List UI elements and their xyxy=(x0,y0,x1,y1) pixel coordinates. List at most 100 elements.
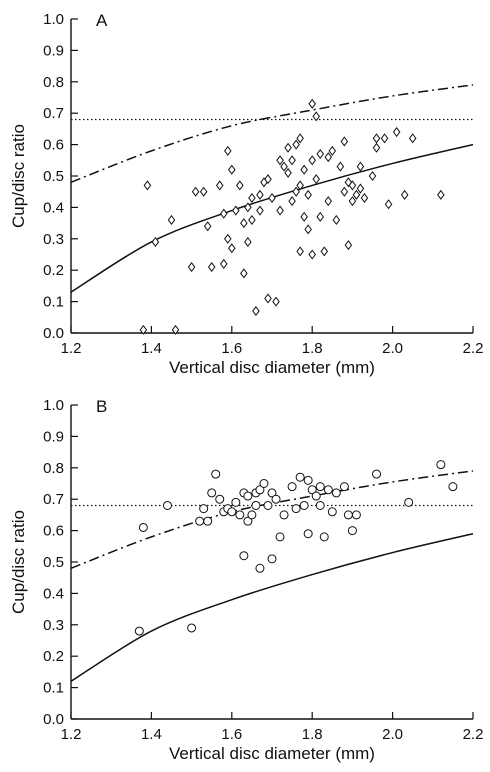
data-point-circle xyxy=(211,469,221,479)
x-axis-title: Vertical disc diameter (mm) xyxy=(169,358,375,377)
data-point-circle xyxy=(271,494,281,504)
data-point-circle xyxy=(436,460,446,470)
data-point-diamond xyxy=(372,133,381,144)
data-point-diamond xyxy=(240,218,248,229)
data-point-circle xyxy=(303,475,313,485)
y-tick-label: 0.8 xyxy=(43,460,64,477)
data-point-diamond xyxy=(191,186,200,197)
data-point-diamond xyxy=(240,268,248,279)
data-point-diamond xyxy=(167,214,176,225)
data-point-circle xyxy=(195,516,205,526)
data-point-diamond xyxy=(380,133,389,144)
data-point-diamond xyxy=(143,180,152,191)
x-tick-label: 2.2 xyxy=(463,340,484,357)
y-tick-label: 0.6 xyxy=(43,523,64,540)
data-point-circle xyxy=(315,500,325,510)
panel-b: 0.0 0.1 0.2 0.3 0.4 0.5 0.6 0.7 0.8 0.9 1.0 1.2 1.4 1… xyxy=(9,397,483,763)
data-point-diamond xyxy=(384,199,393,210)
data-point-diamond xyxy=(292,186,300,197)
data-point-diamond xyxy=(268,192,276,204)
data-point-diamond xyxy=(215,180,224,191)
data-point-circle xyxy=(291,504,301,514)
data-point-diamond xyxy=(276,155,284,166)
y-tick-label: 0.9 xyxy=(43,42,64,59)
data-point-diamond xyxy=(304,224,312,235)
data-point-diamond xyxy=(332,214,341,225)
data-point-diamond xyxy=(228,243,236,254)
panel-letter: A xyxy=(96,11,108,30)
data-point-diamond xyxy=(372,142,381,153)
x-tick-label: 2.2 xyxy=(463,726,484,743)
x-tick-label: 1.2 xyxy=(61,726,82,743)
data-point-diamond xyxy=(284,142,292,153)
x-tick-label: 1.8 xyxy=(302,726,323,743)
data-point-circle xyxy=(231,497,241,507)
data-point-circle xyxy=(227,507,237,517)
data-point-circle xyxy=(263,500,273,510)
y-tick-label: 0.9 xyxy=(43,428,64,445)
data-point-diamond xyxy=(400,189,409,200)
data-point-diamond xyxy=(252,305,260,317)
data-point-diamond xyxy=(316,148,325,160)
y-tick-label: 0.7 xyxy=(43,491,64,508)
data-point-circle xyxy=(207,488,217,498)
data-point-diamond xyxy=(219,208,228,219)
data-point-diamond xyxy=(248,214,256,225)
data-point-circle xyxy=(203,516,213,526)
y-tick-label: 1.0 xyxy=(43,397,64,414)
data-point-circle xyxy=(279,510,289,520)
data-point-diamond xyxy=(344,177,353,188)
data-point-circle xyxy=(347,526,357,536)
y-tick-label: 0.8 xyxy=(43,74,64,91)
data-point-circle xyxy=(255,563,265,573)
panel-letter: B xyxy=(96,397,107,416)
y-tick-label: 0.3 xyxy=(43,617,64,634)
data-point-diamond xyxy=(280,161,288,172)
x-tick-label: 1.2 xyxy=(61,340,82,357)
data-point-circle xyxy=(247,510,257,520)
data-point-diamond xyxy=(244,202,252,213)
data-point-diamond xyxy=(300,211,308,222)
data-point-diamond xyxy=(324,152,333,163)
data-point-diamond xyxy=(203,221,212,232)
data-point-diamond xyxy=(264,174,272,185)
y-tick-label: 0.4 xyxy=(43,199,64,216)
data-point-diamond xyxy=(187,262,196,273)
data-point-diamond xyxy=(232,205,240,216)
data-point-diamond xyxy=(356,161,365,172)
data-point-diamond xyxy=(288,155,296,166)
data-point-diamond xyxy=(348,196,357,207)
data-point-diamond xyxy=(348,180,357,191)
data-point-circle xyxy=(275,532,285,542)
data-point-circle xyxy=(315,482,325,492)
x-tick-label: 1.8 xyxy=(302,340,323,357)
solid-curve xyxy=(70,533,474,682)
y-tick-label: 0.2 xyxy=(43,648,64,665)
data-point-diamond xyxy=(308,98,316,109)
data-point-diamond xyxy=(228,164,236,175)
data-point-circle xyxy=(138,522,148,532)
y-tick-label: 0.6 xyxy=(43,137,64,154)
data-point-diamond xyxy=(340,186,349,197)
data-point-circle xyxy=(404,497,414,507)
data-point-diamond xyxy=(320,246,329,257)
y-tick-label: 0.5 xyxy=(43,554,64,571)
data-point-circle xyxy=(323,485,333,495)
data-point-diamond xyxy=(139,324,148,335)
data-point-diamond xyxy=(308,155,316,166)
data-point-circle xyxy=(311,491,321,501)
data-point-diamond xyxy=(207,262,216,273)
data-point-circle xyxy=(331,488,341,498)
y-axis-title: Cup/disc ratio xyxy=(9,124,28,228)
data-point-circle xyxy=(327,507,337,517)
data-point-diamond xyxy=(308,249,316,260)
y-tick-label: 0.7 xyxy=(43,105,64,122)
data-point-diamond xyxy=(336,161,345,172)
data-point-diamond xyxy=(368,170,377,182)
data-point-diamond xyxy=(276,205,284,216)
data-point-circle xyxy=(339,482,349,492)
data-point-diamond xyxy=(304,189,312,200)
data-point-circle xyxy=(187,623,197,633)
data-point-diamond xyxy=(224,233,232,244)
y-tick-label: 1.0 xyxy=(43,11,64,28)
